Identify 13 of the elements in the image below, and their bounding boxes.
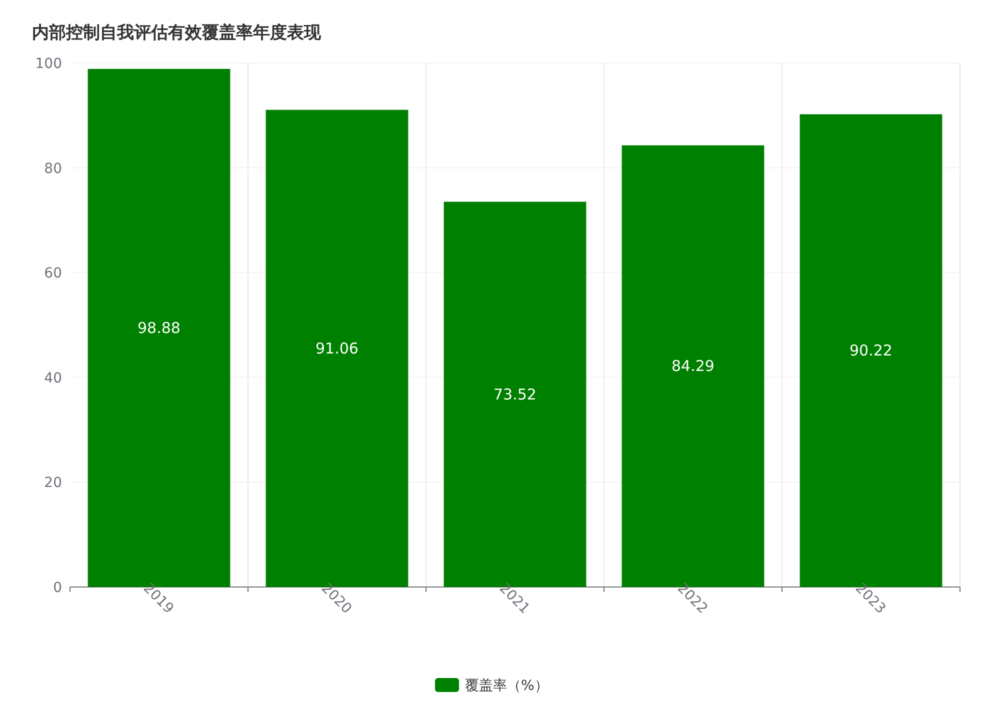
y-tick-label: 0 bbox=[53, 580, 62, 596]
data-label: 91.06 bbox=[316, 339, 358, 358]
data-label: 90.22 bbox=[850, 342, 892, 360]
data-label: 98.88 bbox=[138, 318, 180, 337]
y-tick-label: 100 bbox=[35, 56, 62, 72]
y-tick-label: 20 bbox=[44, 475, 62, 492]
y-tick-label: 40 bbox=[44, 370, 62, 386]
chart-title: 内部控制自我评估有效覆盖率年度表现 bbox=[32, 22, 322, 43]
data-label: 73.52 bbox=[494, 385, 536, 404]
y-tick-label: 60 bbox=[44, 266, 62, 282]
data-label: 84.29 bbox=[672, 357, 714, 376]
y-tick-label: 80 bbox=[44, 160, 62, 177]
legend-label: 覆盖率（%） bbox=[465, 678, 548, 694]
